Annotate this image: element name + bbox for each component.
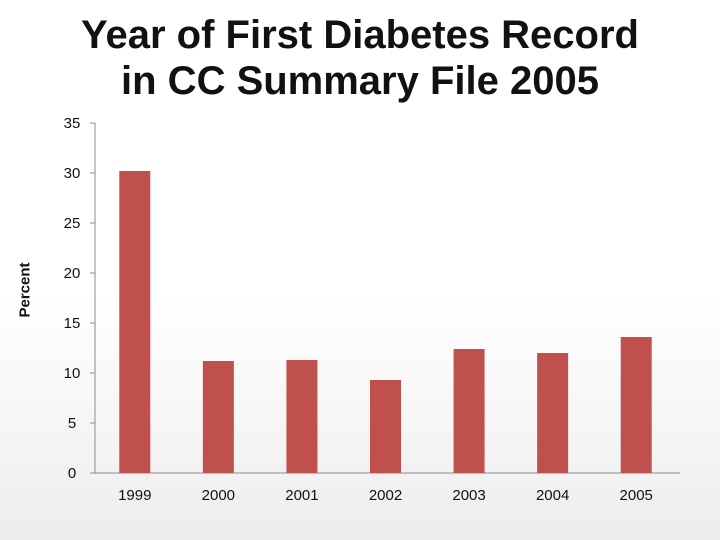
x-tick-label: 2003 [452,487,485,504]
chart-title: Year of First Diabetes Record in CC Summ… [0,12,720,104]
y-tick-label: 15 [64,315,81,332]
x-tick-label: 2000 [202,487,235,504]
bar [119,171,151,473]
x-tick-label: 1999 [118,487,151,504]
x-tick-label: 2004 [536,487,569,504]
x-tick-label: 2005 [620,487,653,504]
x-tick-label: 2001 [285,487,318,504]
y-tick-label: 0 [68,465,76,482]
bar [370,380,401,473]
y-tick-label: 20 [64,265,81,282]
bar [202,361,234,473]
y-tick-label: 35 [64,115,81,132]
y-tick-label: 5 [68,415,76,432]
x-tick-label: 2002 [369,487,402,504]
bar [453,349,485,473]
chart-title-line-1: Year of First Diabetes Record [81,13,639,57]
bar [620,337,652,473]
bar [537,353,569,473]
y-tick-label: 10 [64,365,81,382]
y-tick-label: 25 [64,215,81,232]
chart-title-line-2: in CC Summary File 2005 [121,59,599,103]
bar [286,360,318,473]
y-tick-label: 30 [64,165,81,182]
